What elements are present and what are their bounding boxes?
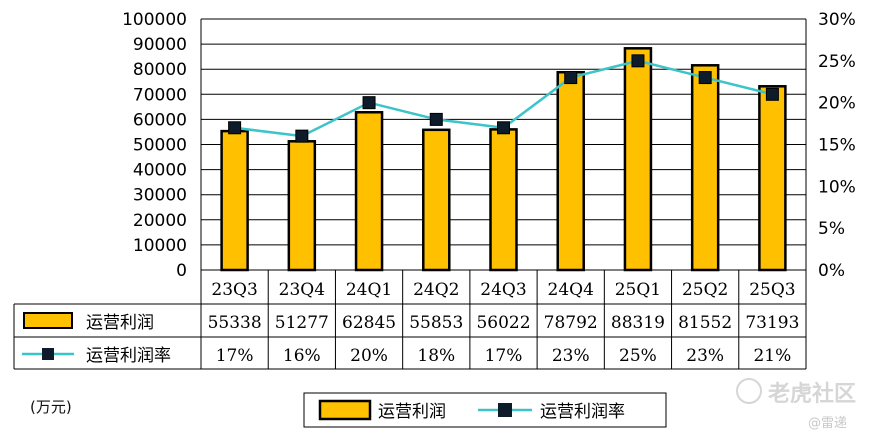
watermark: 老虎社区 [736,376,856,408]
y2-tick-label: 15% [818,136,856,156]
data-label: 23% [552,346,590,366]
data-label: 21% [753,346,791,366]
data-label: 73193 [745,313,799,333]
y-tick-label: 50000 [133,136,187,156]
line-marker [497,121,510,135]
data-label: 81552 [678,313,732,333]
x-tick-label: 25Q1 [615,280,661,300]
line-marker [429,112,443,126]
unit-note: (万元) [30,398,72,416]
x-tick-label: 25Q2 [682,280,728,300]
y-tick-label: 70000 [133,85,187,105]
bar [690,64,720,272]
y-tick-label: 80000 [133,60,187,80]
bar [422,128,451,272]
data-label: 55338 [208,313,262,333]
legend-label: 运营利润率 [540,402,625,422]
data-label: 88319 [611,313,665,333]
line-marker [765,87,779,101]
y-tick-label: 30000 [133,186,187,206]
data-label: 51277 [275,313,329,333]
y-tick-label: 40000 [133,161,187,181]
data-label: 17% [485,346,523,366]
data-label: 62845 [342,313,396,333]
bar [556,70,585,272]
x-tick-label: 24Q1 [346,280,392,300]
bar [354,111,384,272]
line-series [228,54,779,143]
data-label: 17% [216,346,254,366]
watermark-text: 老虎社区 [768,382,857,407]
data-label: 16% [283,346,321,366]
data-label: 20% [350,346,388,366]
data-label: 18% [417,346,455,366]
bar [287,140,317,272]
line-marker [698,71,712,85]
row-key-bar-icon [23,312,73,329]
bar [623,47,653,272]
data-label: 55853 [409,313,463,333]
y-tick-label: 90000 [133,35,187,55]
legend: 运营利润 运营利润率 [303,392,667,428]
row-key-marker-icon [42,348,54,360]
bar [220,129,249,272]
y-tick-label: 10000 [133,236,187,256]
y2-tick-label: 5% [818,219,845,239]
y-tick-label: 0 [176,261,187,281]
y2-tick-label: 20% [818,94,856,114]
data-label: 56022 [476,313,530,333]
y2-tick-label: 25% [818,52,856,72]
x-tick-label: 23Q3 [211,280,257,300]
x-tick-label: 24Q2 [413,280,459,300]
y2-tick-label: 30% [818,10,856,30]
x-tick-label: 24Q3 [480,280,526,300]
y-tick-label: 60000 [133,110,187,130]
row-header: 运营利润率 [86,346,171,366]
watermark-logo-icon [736,378,762,404]
legend-label: 运营利润 [378,402,446,422]
x-tick-label: 24Q4 [548,280,594,300]
data-label: 23% [686,346,724,366]
bar [489,128,518,272]
axes: 1000009000080000700006000050000400003000… [122,10,856,281]
data-table: 23Q3 23Q4 24Q1 24Q2 24Q3 24Q4 25Q1 25Q2 25Q3 5533… [13,269,807,370]
y2-tick-label: 0% [818,261,845,281]
bar [758,85,787,272]
line-marker [295,129,309,143]
x-tick-label: 25Q3 [749,280,795,300]
watermark-sub: @雷递 [808,416,848,431]
line-marker [564,71,578,85]
legend-marker-icon [498,403,512,417]
data-label: 78792 [544,313,598,333]
y-tick-label: 20000 [133,211,187,231]
y-tick-label: 100000 [122,10,187,30]
line-marker [631,54,645,68]
data-label: 25% [619,346,657,366]
bar-series [220,47,787,272]
legend-bar-icon [318,399,372,421]
row-header: 运营利润 [86,313,154,333]
y2-tick-label: 10% [818,177,856,197]
line-marker [228,121,242,135]
line-marker [362,96,376,110]
x-tick-label: 23Q4 [279,280,325,300]
